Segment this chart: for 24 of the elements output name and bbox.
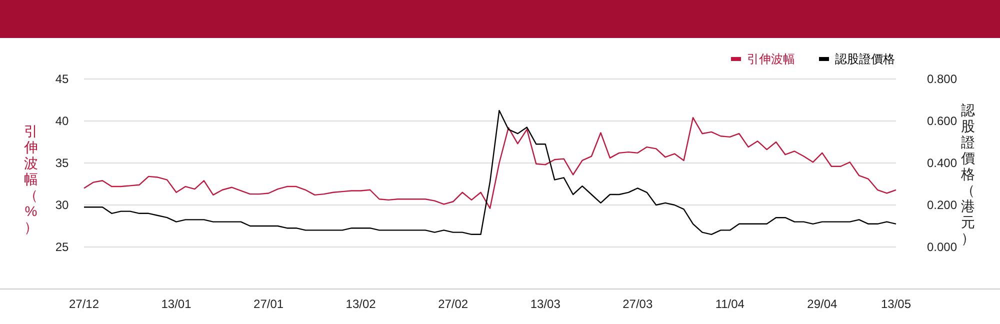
y-tick-label: 40 [55,114,69,128]
y2-tick-label: 0.200 [926,198,958,212]
text: 認股證價格（港元） [961,102,975,246]
x-tick-label: 27/12 [68,297,100,311]
x-tick-label: 13/01 [161,297,192,311]
x-tick-label: 27/03 [622,297,653,311]
x-tick-label: 13/02 [346,297,376,311]
y-axis-title: 引伸波幅（%） [23,123,38,235]
legend-label: 認股證價格 [835,52,895,66]
y-tick-label: 35 [55,156,69,170]
x-tick-label: 13/03 [530,297,561,311]
x-tick-label: 27/01 [254,297,284,311]
x-tick-label: 11/04 [715,297,745,311]
y2-tick-label: 0.600 [926,114,958,128]
legend-label: 引伸波幅 [747,52,795,66]
y-tick-label: 45 [55,72,69,86]
x-tick-label: 27/02 [438,297,468,311]
y2-tick-label: 0.800 [926,72,958,86]
y-tick-label: 25 [55,240,69,254]
x-tick-label: 13/05 [880,297,912,311]
x-tick-label: 29/04 [807,297,838,311]
y2-tick-label: 0.400 [926,156,958,170]
y2-tick-label: 0.000 [926,240,958,254]
y-tick-label: 30 [55,198,69,212]
